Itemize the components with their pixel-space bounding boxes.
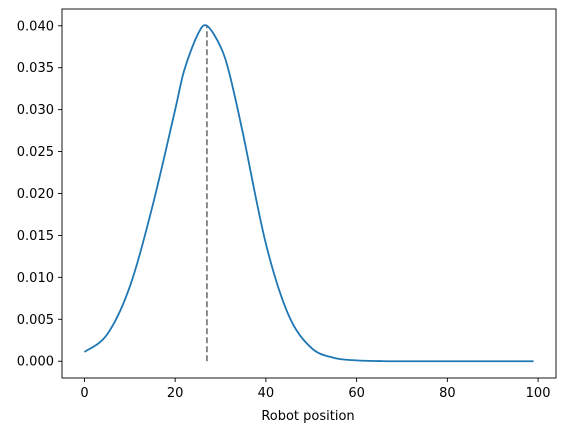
plot-frame [61, 8, 557, 379]
y-tick-label: 0.010 [17, 271, 54, 286]
x-tick-label: 20 [167, 386, 184, 401]
plot-border [61, 8, 557, 379]
y-tick-label: 0.020 [17, 187, 54, 202]
y-axis-ticks: 0.000 0.005 0.010 0.015 0.020 0.025 0.030 0.035… [17, 19, 62, 370]
y-tick-label: 0.040 [17, 19, 54, 34]
x-tick-label: 80 [439, 386, 456, 401]
series-line [83, 24, 534, 363]
x-tick-label: 40 [258, 386, 275, 401]
series-layer [83, 24, 534, 363]
x-tick-label: 60 [348, 386, 365, 401]
y-tick-label: 0.000 [17, 355, 54, 370]
y-tick-label: 0.035 [17, 61, 54, 76]
x-tick-label: 100 [526, 386, 551, 401]
y-tick-label: 0.025 [17, 145, 54, 160]
y-tick-label: 0.015 [17, 229, 54, 244]
x-axis-ticks: 0 20 40 60 80 100 [80, 378, 550, 401]
x-tick-label: 0 [80, 386, 88, 401]
y-tick-label: 0.030 [17, 103, 54, 118]
x-axis-label: Robot position [261, 409, 354, 424]
y-tick-label: 0.005 [17, 313, 54, 328]
